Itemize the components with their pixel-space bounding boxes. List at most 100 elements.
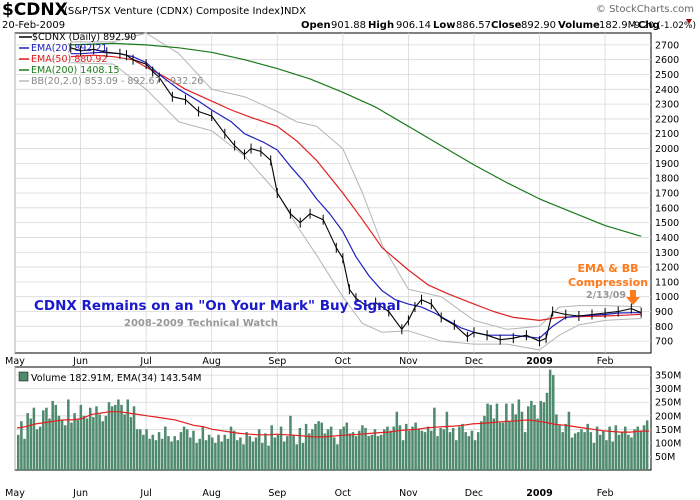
volume-bar <box>630 437 633 470</box>
volume-bar <box>389 430 392 470</box>
volume-bar <box>611 441 614 470</box>
volume-bar <box>536 418 539 470</box>
callout-line1: EMA & BB <box>578 262 639 275</box>
volume-bar <box>239 437 242 470</box>
volume-bar <box>489 404 492 470</box>
volume-bar <box>464 432 467 470</box>
volume-bar <box>320 422 324 470</box>
volume-ema-line <box>16 411 650 438</box>
chart-date: 20-Feb-2009 <box>2 20 65 31</box>
watermark: © StockCharts.com <box>596 4 694 15</box>
volume-bar <box>495 403 499 470</box>
volume-bar <box>552 375 555 470</box>
volume-bar <box>135 429 139 470</box>
volume-bar <box>157 432 161 470</box>
series-ema200 <box>70 42 642 237</box>
volume-bar <box>539 400 543 470</box>
index-name: (S&P/TSX Venture (CDNX) Composite Index) <box>64 6 284 17</box>
volume-bar <box>442 429 446 470</box>
volume-bar <box>179 432 183 470</box>
volume-bar <box>26 413 29 470</box>
month-label: Dec <box>465 356 483 367</box>
volume-bar <box>492 418 496 470</box>
volume-bar <box>586 423 589 470</box>
volume-bar <box>282 441 286 470</box>
volume-bar <box>17 434 20 470</box>
volume-bar <box>214 442 217 470</box>
volume-bar <box>42 410 45 470</box>
volume-bar <box>311 429 314 470</box>
callout-arrow-icon <box>626 290 640 305</box>
volume-bar <box>154 440 158 470</box>
volume-bar <box>339 429 342 470</box>
volume-bar <box>20 421 23 470</box>
volume-bar <box>82 415 86 470</box>
volume-bar <box>232 430 236 470</box>
volume-bar <box>392 426 395 470</box>
close-label: Close <box>491 20 522 31</box>
volume-bar <box>514 414 517 470</box>
legend-price: $CDNX (Daily) 892.90 <box>32 32 136 43</box>
volume-bar <box>433 407 436 470</box>
volume-bar <box>473 440 477 470</box>
price-tick-label: 2500 <box>655 70 679 81</box>
volume-bar <box>254 437 258 470</box>
price-tick-label: 1600 <box>655 203 679 214</box>
series-ema20 <box>70 51 642 339</box>
volume-bar <box>426 426 430 470</box>
volume-bar <box>577 432 580 470</box>
volume-bar <box>561 432 564 470</box>
volume-bar <box>329 426 333 470</box>
high-value: 906.14 <box>396 20 431 31</box>
volume-bar <box>151 434 155 470</box>
chg-value: -9.20 (-1.02%) <box>631 21 696 31</box>
price-series <box>70 32 642 351</box>
volume-bar <box>480 421 483 470</box>
volume-bar <box>198 438 201 470</box>
volume-bar <box>361 425 364 470</box>
callout-date: 2/13/09 <box>586 290 626 301</box>
price-tick-label: 2000 <box>655 144 679 155</box>
volume-bar <box>345 422 349 470</box>
volume-bar <box>558 425 561 470</box>
volume-bar <box>167 436 170 470</box>
volume-bar <box>248 436 252 470</box>
price-tick-label: 2700 <box>655 40 679 51</box>
price-tick-label: 1700 <box>655 189 679 200</box>
price-tick-label: 2100 <box>655 129 679 140</box>
volume-bar <box>54 404 58 470</box>
volume-bar <box>645 420 649 470</box>
volume-bar <box>633 429 636 470</box>
down-arrow-icon <box>686 19 692 24</box>
volume-bar <box>314 423 317 470</box>
volume-bar <box>301 442 305 470</box>
price-tick-label: 1500 <box>655 218 679 229</box>
volume-bar <box>29 418 33 470</box>
month-label: Dec <box>465 488 483 499</box>
volume-bar <box>555 414 558 470</box>
month-label: Aug <box>202 488 221 499</box>
volume-bar <box>38 426 42 470</box>
volume-bar <box>439 428 442 470</box>
volume-bar <box>48 418 51 470</box>
volume-bar <box>279 426 283 470</box>
volume-bar <box>573 433 577 470</box>
volume-bar <box>395 411 399 470</box>
price-grid <box>14 33 651 353</box>
volume-bar <box>498 422 502 470</box>
volume-bar <box>35 429 39 470</box>
exchange: INDX <box>281 6 306 17</box>
month-label: Nov <box>399 356 418 367</box>
high-label: High <box>368 20 394 31</box>
low-value: 886.57 <box>456 20 491 31</box>
volume-bar <box>261 442 264 470</box>
volume-bar <box>414 422 417 470</box>
volume-bar <box>614 425 618 470</box>
volume-bar <box>317 421 320 470</box>
volume-bar <box>195 442 198 470</box>
volume-bar <box>467 436 471 470</box>
volume-bar <box>182 426 186 470</box>
volume-bar <box>148 438 151 470</box>
volume-legend: Volume 182.91M, EMA(34) 143.54M <box>31 373 202 384</box>
volume-bar <box>292 434 295 470</box>
